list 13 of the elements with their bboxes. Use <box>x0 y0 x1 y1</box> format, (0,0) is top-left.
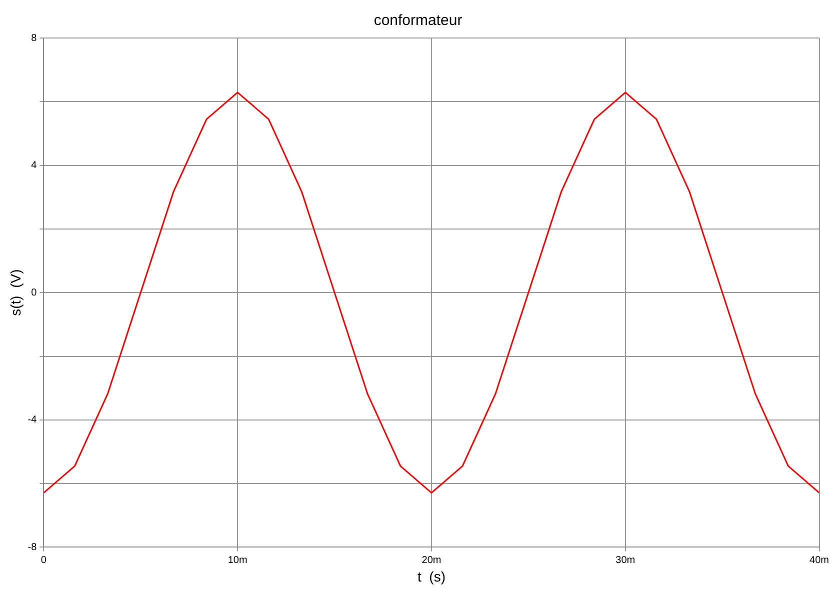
x-axis-title: t (s) <box>417 568 446 584</box>
x-tick-label: 0 <box>40 554 47 566</box>
y-tick-label: 4 <box>31 160 38 172</box>
x-tick-label: 20m <box>422 554 442 566</box>
y-tick-label: 0 <box>31 287 38 298</box>
y-tick-label: -8 <box>28 542 38 553</box>
x-tick-label: 40m <box>810 554 829 566</box>
y-axis-title: s(t) (V) <box>7 269 24 316</box>
chart-title: conformateur <box>374 12 462 30</box>
y-tick-label: -4 <box>28 414 38 426</box>
y-tick-label: 8 <box>31 32 38 44</box>
x-tick-label: 10m <box>228 554 248 566</box>
x-tick-label: 30m <box>616 554 636 566</box>
